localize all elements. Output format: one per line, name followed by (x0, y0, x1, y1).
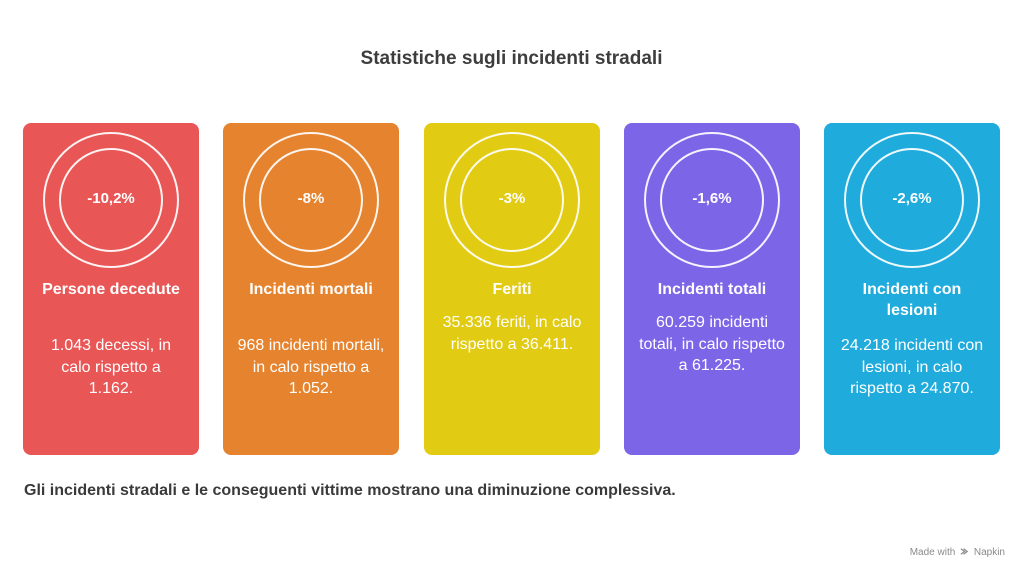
credit-brand: Napkin (973, 547, 1005, 558)
card-description: 24.218 incidenti con lesioni, in calo ri… (840, 337, 984, 397)
credit-made-with: Made with (909, 547, 956, 558)
page-title: Statistiche sugli incidenti stradali (360, 48, 663, 69)
outer-ring (644, 132, 780, 268)
outer-ring (243, 132, 379, 268)
card-description: 35.336 feriti, in calo rispetto a 36.411… (442, 314, 582, 353)
inner-ring (660, 148, 764, 252)
card-description: 60.259 incidenti totali, in calo rispett… (639, 314, 785, 374)
card-description: 1.043 decessi, in calo rispetto a 1.162. (50, 337, 172, 397)
summary-text: Gli incidenti stradali e le conseguenti … (24, 482, 676, 499)
card-percent: -8% (297, 190, 325, 207)
inner-ring (860, 148, 964, 252)
inner-ring (259, 148, 363, 252)
inner-ring (460, 148, 564, 252)
inner-ring (59, 148, 163, 252)
card-title: Feriti (492, 281, 532, 298)
card-title: Incidenti con lesioni (862, 281, 962, 319)
card-persone-decedute: -10,2% Persone decedute 1.043 decessi, i… (23, 123, 199, 455)
napkin-credit: Made with Napkin (910, 547, 1005, 558)
outer-ring (444, 132, 580, 268)
card-title: Incidenti mortali (249, 281, 373, 298)
card-incidenti-totali: -1,6% Incidenti totali 60.259 incidenti … (624, 123, 800, 455)
card-percent: -10,2% (87, 190, 135, 207)
outer-ring (844, 132, 980, 268)
card-title: Incidenti totali (657, 281, 767, 298)
card-percent: -2,6% (892, 190, 932, 207)
outer-ring (43, 132, 179, 268)
card-percent: -1,6% (692, 190, 732, 207)
napkin-logo-icon (960, 547, 969, 558)
card-incidenti-mortali: -8% Incidenti mortali 968 incidenti mort… (223, 123, 399, 455)
card-description: 968 incidenti mortali, in calo rispetto … (237, 337, 385, 397)
card-title: Persone decedute (42, 281, 180, 298)
card-incidenti-con-lesioni: -2,6% Incidenti con lesioni 24.218 incid… (824, 123, 1000, 455)
card-percent: -3% (498, 190, 526, 207)
cards-row: -10,2% Persone decedute 1.043 decessi, i… (23, 123, 1000, 455)
card-feriti: -3% Feriti 35.336 feriti, in calo rispet… (424, 123, 600, 455)
